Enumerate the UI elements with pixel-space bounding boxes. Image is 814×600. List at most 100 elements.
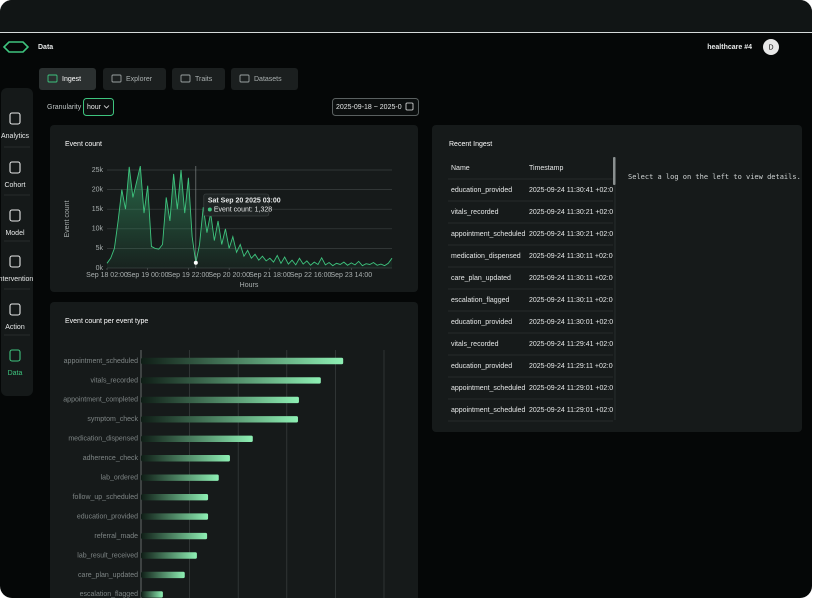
tab-background	[39, 68, 96, 90]
table-row[interactable]: escalation_flagged	[448, 297, 613, 312]
table-row[interactable]: appointment_scheduled	[448, 385, 613, 400]
bar	[141, 377, 321, 384]
tab[interactable]: Traits	[172, 68, 225, 90]
timestamp-column: 2025-09-24 11:30:41 +02:00 2025-09-24 11:…	[529, 187, 617, 414]
nav-label: Action	[5, 324, 25, 331]
cell-name: escalation_flagged	[451, 297, 509, 304]
granularity-value: hour	[87, 104, 102, 111]
x-tick-label: Sep 18 02:00	[86, 272, 128, 279]
nav-icon	[9, 255, 21, 268]
y-tick-label: 20k	[92, 186, 104, 193]
date-range: 2025-09-18 ~ 2025-09-24	[336, 104, 416, 111]
date-range-picker[interactable]	[332, 98, 419, 116]
avatar[interactable]	[763, 39, 779, 55]
cell-timestamp: 2025-09-24 11:29:11 +02:00	[529, 363, 617, 370]
tab[interactable]: Explorer	[103, 68, 166, 90]
table-row[interactable]: medication_dispensed	[448, 253, 613, 268]
tab-icon	[180, 74, 191, 83]
y-tick-label: lab_result_received	[77, 552, 138, 559]
granularity-label: Granularity	[47, 104, 82, 111]
y-axis-label: Event count	[64, 200, 71, 237]
nav-label: Model	[5, 230, 25, 237]
bar	[141, 513, 209, 520]
cell-timestamp: 2025-09-24 11:29:41 +02:00	[529, 341, 617, 348]
cell-timestamp: 2025-09-24 11:30:11 +02:00	[529, 297, 617, 304]
table-row[interactable]: appointment_scheduled	[448, 407, 613, 422]
bar-chart: Event count per event type appointment_sc…	[63, 318, 385, 598]
scrollbar[interactable]	[613, 157, 616, 185]
bar	[141, 455, 230, 462]
calendar-icon	[405, 102, 414, 111]
tooltip-text: Event count: 1,328	[214, 206, 272, 213]
bar	[141, 357, 344, 365]
cell-timestamp: 2025-09-24 11:30:21 +02:00	[529, 209, 617, 216]
bar	[141, 396, 299, 404]
line-chart: Event count Event count Hours 0k 5k 10k 15k 20k…	[64, 141, 393, 289]
cell-name: vitals_recorded	[451, 209, 499, 216]
x-tick-label: Sep 20 20:00	[208, 272, 250, 279]
table-row[interactable]: care_plan_updated	[448, 275, 613, 290]
panel-title: Recent Ingest	[449, 141, 492, 148]
nav-icon	[9, 209, 21, 222]
granularity-select[interactable]	[83, 98, 114, 116]
y-tick-label: 15k	[92, 206, 104, 213]
tab[interactable]: Datasets	[231, 68, 298, 90]
cell-name: vitals_recorded	[451, 341, 499, 348]
y-tick-label: adherence_check	[83, 455, 139, 462]
cell-name: education_provided	[451, 363, 512, 370]
chevron	[103, 105, 110, 109]
chart-title: Event count per event type	[65, 318, 148, 325]
bar	[141, 591, 163, 598]
tooltip	[203, 193, 270, 217]
table-row[interactable]: education_provided	[448, 363, 613, 378]
table-row[interactable]: education_provided	[448, 187, 613, 202]
bar	[141, 532, 208, 540]
cell-timestamp: 2025-09-24 11:29:01 +02:00	[529, 407, 617, 414]
avatar-initial: D	[768, 44, 773, 51]
table-row[interactable]: appointment_scheduled	[448, 231, 613, 246]
y-tick-label: care_plan_updated	[78, 572, 138, 579]
nav-item[interactable]: Analytics	[1, 112, 30, 140]
cell-name: education_provided	[451, 187, 512, 194]
cell-name: appointment_scheduled	[451, 407, 525, 414]
nav-item[interactable]: Intervention	[0, 240, 33, 283]
cell-timestamp: 2025-09-24 11:30:41 +02:00	[529, 187, 617, 194]
y-tick-label: 25k	[92, 167, 104, 174]
cell-timestamp: 2025-09-24 11:30:11 +02:00	[529, 253, 617, 260]
nav-icon	[9, 303, 21, 316]
workspace-name[interactable]: healthcare #4	[707, 44, 752, 51]
x-tick-label: Sep 23 14:00	[330, 272, 372, 279]
bezel	[0, 0, 812, 32]
cell-name: appointment_scheduled	[451, 385, 525, 392]
y-tick-label: 10k	[92, 226, 104, 233]
detail-placeholder: Select a log on the left to view details…	[628, 173, 801, 181]
table-row[interactable]: education_provided	[448, 319, 613, 334]
y-tick-label: lab_ordered	[101, 475, 138, 482]
y-tick-label: symptom_check	[87, 416, 138, 423]
y-tick-label: referral_made	[94, 533, 138, 540]
bar	[141, 416, 298, 423]
logo[interactable]	[2, 41, 30, 53]
tab-label: Explorer	[126, 76, 153, 83]
table-row[interactable]: vitals_recorded	[448, 341, 613, 356]
tab-icon	[111, 74, 122, 83]
x-tick-label: Sep 19 22:00	[168, 272, 210, 279]
nav-item[interactable]: Action	[4, 288, 30, 331]
y-tick-label: appointment_scheduled	[64, 358, 138, 365]
column-header: Name	[451, 165, 470, 172]
tabs: Ingest Explorer Traits Datasets	[39, 68, 298, 90]
cell-timestamp: 2025-09-24 11:29:01 +02:00	[529, 385, 617, 392]
nav-label: Intervention	[0, 276, 33, 283]
x-tick-label: Sep 19 00:00	[127, 272, 169, 279]
nav-label: Analytics	[1, 133, 30, 140]
table-row[interactable]: vitals_recorded	[448, 209, 613, 224]
tab-background	[172, 68, 225, 90]
tab[interactable]: Ingest	[39, 68, 96, 90]
nav-item[interactable]: Model	[4, 194, 30, 237]
nav-item[interactable]: Data	[4, 334, 30, 377]
line-series	[106, 165, 393, 267]
nav-item[interactable]: Cohort	[4, 146, 30, 189]
nav-label: Cohort	[4, 182, 25, 189]
nav-label: Data	[8, 370, 23, 377]
tab-background	[103, 68, 166, 90]
